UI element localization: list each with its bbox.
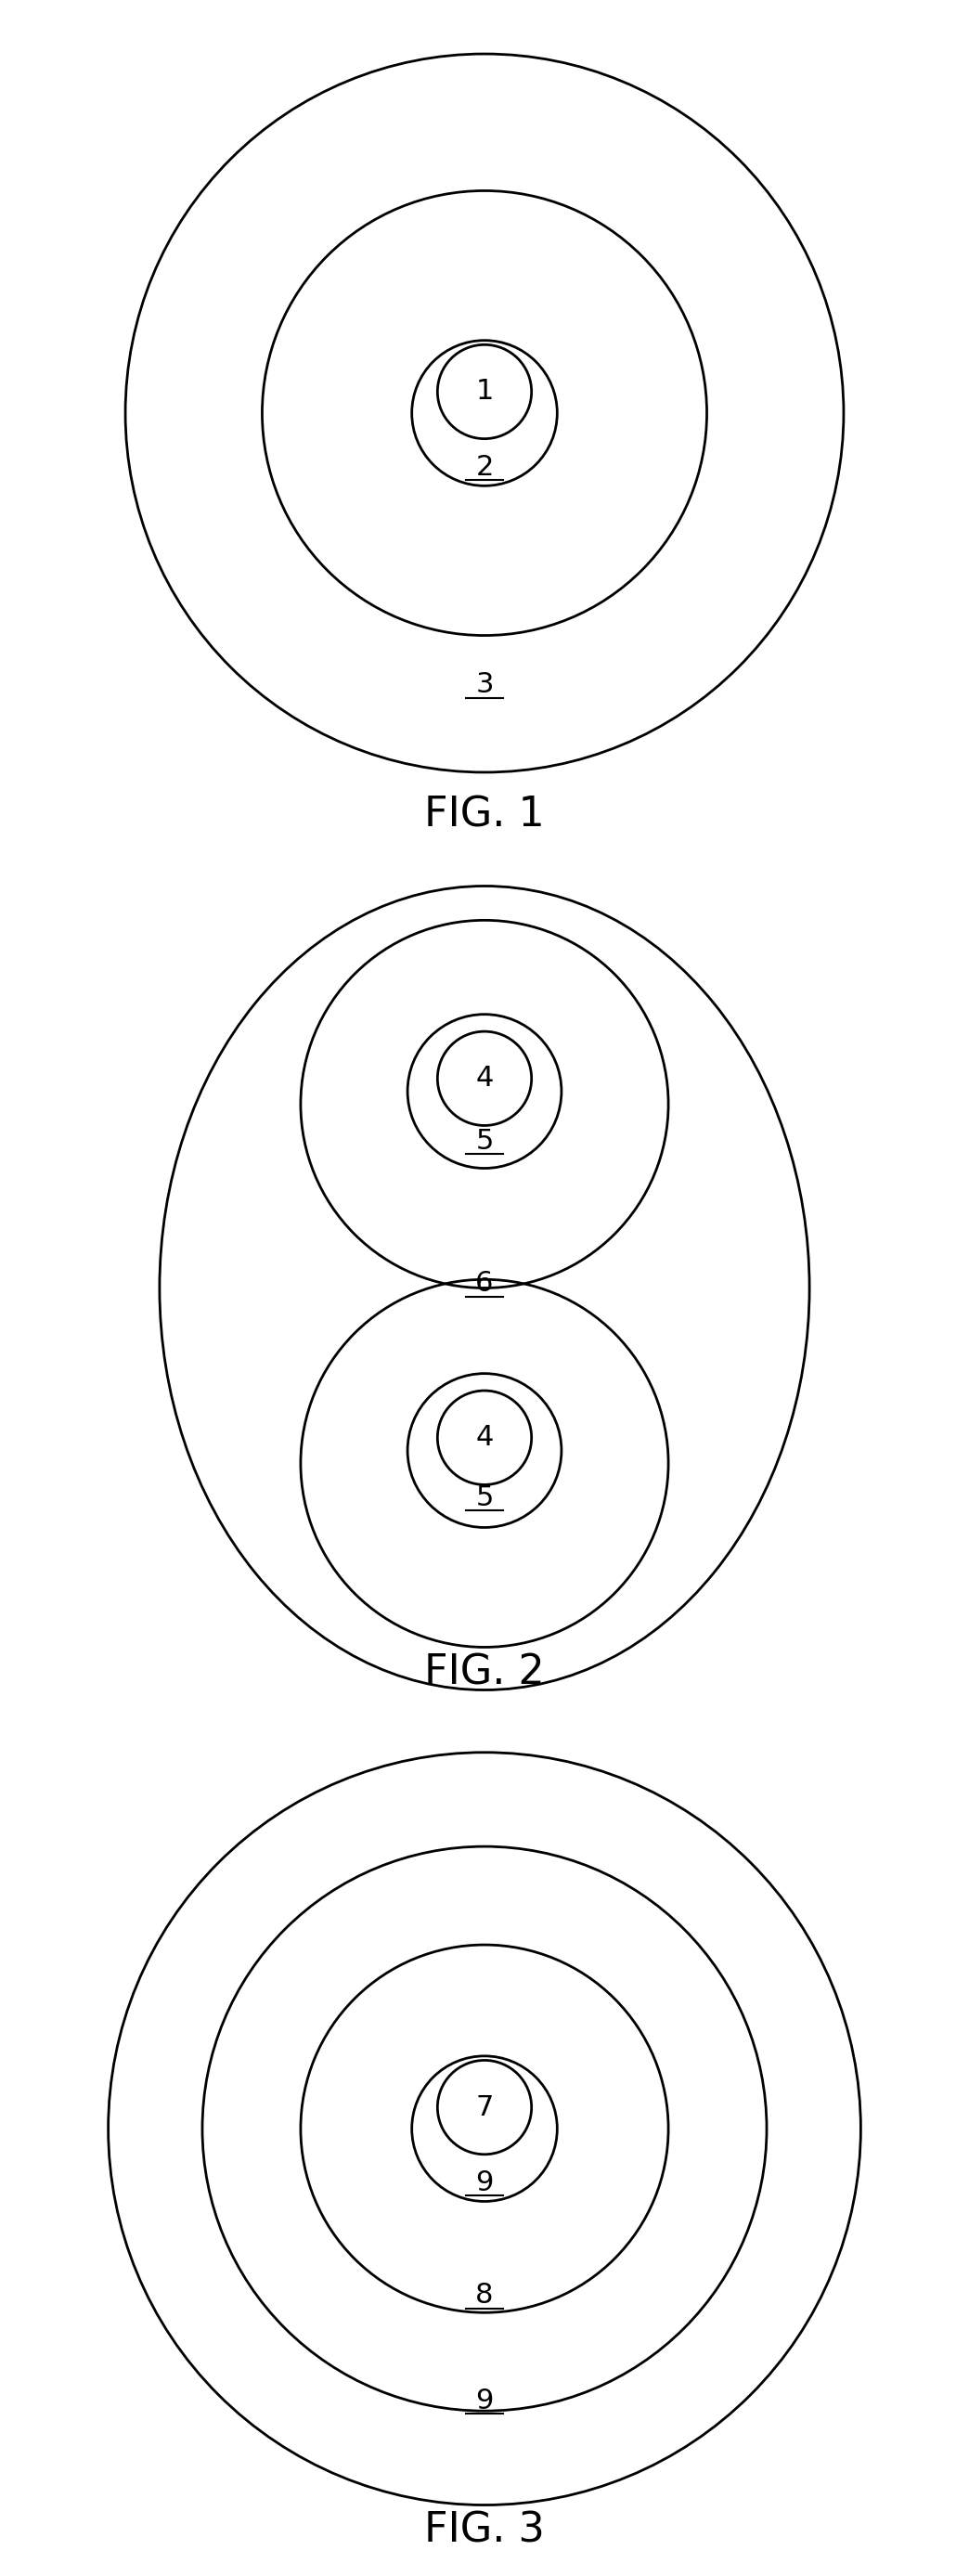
Text: FIG. 3: FIG. 3 xyxy=(424,2512,545,2550)
Text: 5: 5 xyxy=(476,1484,493,1512)
Text: 1: 1 xyxy=(476,379,493,404)
Text: FIG. 2: FIG. 2 xyxy=(424,1654,545,1692)
Text: 9: 9 xyxy=(476,2388,493,2414)
Text: 4: 4 xyxy=(476,1064,493,1092)
Text: 5: 5 xyxy=(476,1128,493,1154)
Text: 3: 3 xyxy=(476,672,493,698)
Text: 2: 2 xyxy=(476,453,493,482)
Text: 9: 9 xyxy=(476,2169,493,2197)
Text: 8: 8 xyxy=(476,2282,493,2308)
Text: 7: 7 xyxy=(476,2094,493,2120)
Text: 6: 6 xyxy=(476,1270,493,1298)
Text: FIG. 1: FIG. 1 xyxy=(424,796,545,835)
Text: 4: 4 xyxy=(476,1425,493,1450)
